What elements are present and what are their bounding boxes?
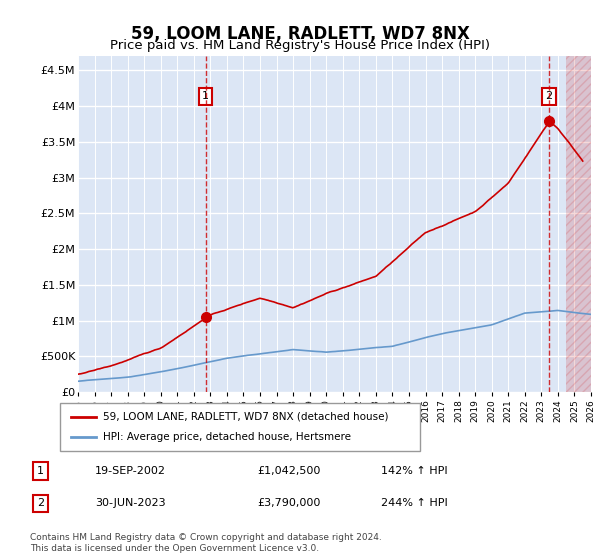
Text: 59, LOOM LANE, RADLETT, WD7 8NX (detached house): 59, LOOM LANE, RADLETT, WD7 8NX (detache… [103, 412, 389, 422]
Text: 30-JUN-2023: 30-JUN-2023 [95, 498, 166, 508]
Bar [566, 56, 591, 392]
FancyBboxPatch shape [60, 403, 420, 451]
Text: 59, LOOM LANE, RADLETT, WD7 8NX: 59, LOOM LANE, RADLETT, WD7 8NX [131, 25, 469, 43]
Text: Price paid vs. HM Land Registry's House Price Index (HPI): Price paid vs. HM Land Registry's House … [110, 39, 490, 52]
Text: 244% ↑ HPI: 244% ↑ HPI [381, 498, 448, 508]
Text: HPI: Average price, detached house, Hertsmere: HPI: Average price, detached house, Hert… [103, 432, 351, 442]
Text: 1: 1 [202, 91, 209, 101]
Text: 2: 2 [37, 498, 44, 508]
Text: 1: 1 [37, 466, 44, 476]
Text: £3,790,000: £3,790,000 [257, 498, 320, 508]
Text: 142% ↑ HPI: 142% ↑ HPI [381, 466, 448, 476]
Text: £1,042,500: £1,042,500 [257, 466, 320, 476]
Text: Contains HM Land Registry data © Crown copyright and database right 2024.
This d: Contains HM Land Registry data © Crown c… [30, 533, 382, 553]
Text: 2: 2 [545, 91, 553, 101]
Text: 19-SEP-2002: 19-SEP-2002 [95, 466, 166, 476]
